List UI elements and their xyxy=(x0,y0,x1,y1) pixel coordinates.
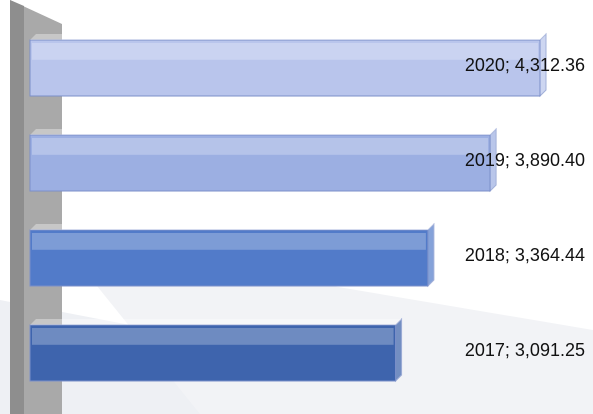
label-separator: ; xyxy=(505,340,515,360)
bar-front xyxy=(29,229,429,287)
bar-top xyxy=(30,319,402,325)
bar xyxy=(29,222,435,288)
bar-top xyxy=(30,34,546,40)
label-separator: ; xyxy=(505,55,515,75)
label-separator: ; xyxy=(505,245,515,265)
bar-highlight xyxy=(32,43,538,60)
category-label: 2019 xyxy=(465,150,505,170)
label-separator: ; xyxy=(505,150,515,170)
bar-side xyxy=(427,222,435,288)
bar-highlight xyxy=(32,328,394,345)
value-label: 3,364.44 xyxy=(515,245,585,265)
bar-side xyxy=(489,127,497,193)
bar-top xyxy=(30,224,434,230)
bar-front xyxy=(29,134,491,192)
bar xyxy=(29,32,547,98)
value-label: 3,890.40 xyxy=(515,150,585,170)
back-wall-edge xyxy=(10,0,24,414)
bar-side xyxy=(539,32,547,98)
data-label: 2018; 3,364.44 xyxy=(465,245,585,265)
bar-front xyxy=(29,324,397,382)
value-label: 3,091.25 xyxy=(515,340,585,360)
bar xyxy=(29,317,403,383)
data-label: 2020; 4,312.36 xyxy=(465,55,585,75)
data-label: 2019; 3,890.40 xyxy=(465,150,585,170)
bar xyxy=(29,127,497,193)
bar-top xyxy=(30,129,497,135)
bar-highlight xyxy=(32,138,489,155)
bar-highlight xyxy=(32,233,426,250)
category-label: 2018 xyxy=(465,245,505,265)
data-label: 2017; 3,091.25 xyxy=(465,340,585,360)
category-label: 2020 xyxy=(465,55,505,75)
category-label: 2017 xyxy=(465,340,505,360)
bar-side xyxy=(395,317,403,383)
value-label: 4,312.36 xyxy=(515,55,585,75)
bar-front xyxy=(29,39,541,97)
